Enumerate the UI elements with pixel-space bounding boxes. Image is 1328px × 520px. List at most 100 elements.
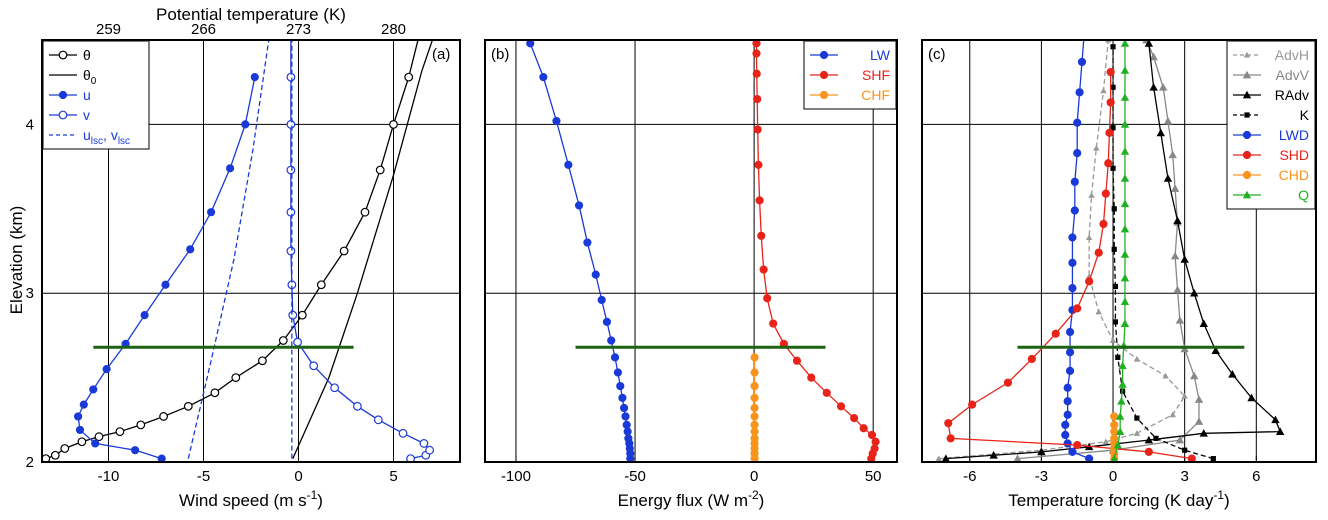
series-point-2: [750, 434, 759, 443]
legend-marker: [58, 110, 68, 120]
series-point-1: [752, 69, 761, 78]
series-point-3: [1134, 415, 1140, 421]
series-point-1: [871, 437, 880, 446]
legend-label: θ0: [83, 67, 97, 87]
series-point-0: [278, 336, 288, 345]
series-point-2: [186, 245, 195, 254]
legend-label-sub: 0: [91, 76, 97, 87]
series-point-7: [1110, 454, 1119, 462]
legend-label: CHF: [861, 87, 890, 103]
legend-label-main: u: [83, 87, 91, 103]
series-point-2: [157, 454, 166, 462]
series-point-0: [597, 295, 606, 305]
series-point-3: [330, 383, 340, 393]
y-tick-label: 2: [26, 454, 34, 471]
x-tick-label: 6: [1252, 468, 1260, 485]
series-point-3: [1110, 44, 1116, 50]
series-point-5: [1099, 219, 1108, 229]
legend-label-main2: v: [111, 127, 118, 143]
series-point-0: [42, 454, 51, 462]
series-point-0: [622, 420, 631, 429]
series-point-3: [293, 337, 302, 347]
series-point-4: [1065, 366, 1075, 375]
legend-marker: [819, 70, 829, 80]
top-axis-label: Potential temperature (K): [156, 5, 346, 24]
legend-label: K: [1300, 107, 1310, 123]
legend-marker: [1242, 190, 1252, 199]
legend-label-main: Q: [1298, 187, 1309, 203]
series-point-2: [140, 311, 149, 320]
legend-label-sub2: lsc: [118, 136, 130, 147]
panel-label: (a): [432, 46, 450, 63]
series-point-4: [1068, 284, 1077, 293]
series-point-5: [1085, 277, 1094, 286]
legend-label: ulsc, vlsc: [83, 127, 130, 147]
series-point-5: [1073, 304, 1082, 313]
series-point-7: [1115, 412, 1125, 420]
series-point-2: [1211, 346, 1220, 354]
series-point-1: [1175, 435, 1185, 444]
series-point-5: [968, 400, 977, 409]
x-tick-label: 50: [865, 468, 882, 485]
series-point-7: [1120, 66, 1130, 74]
series-point-2: [1173, 216, 1182, 224]
plot-frame: [41, 39, 461, 463]
x-tick-label: 3: [1180, 468, 1188, 485]
series-point-1: [752, 40, 761, 48]
legend-label-main: AdvH: [1275, 47, 1309, 63]
series-point-3: [1112, 283, 1119, 290]
series-point-7: [1117, 397, 1126, 405]
legend-marker: [58, 50, 68, 60]
legend-label-main: u: [83, 127, 91, 143]
series-point-3: [286, 119, 296, 129]
series-point-0: [616, 381, 625, 391]
series-point-5: [1101, 189, 1110, 198]
legend-label: AdvH: [1275, 47, 1309, 63]
x-axis-label-sup: -1: [1213, 488, 1224, 502]
series-point-0: [1102, 438, 1110, 445]
series-point-2: [1190, 289, 1199, 297]
series-point-0: [624, 434, 633, 443]
x-axis-label-close: ): [1224, 491, 1230, 510]
series-point-0: [115, 427, 125, 437]
series-point-5: [1051, 329, 1060, 338]
series-point-1: [1149, 52, 1158, 61]
series-point-0: [1133, 355, 1141, 362]
series-point-1: [867, 430, 877, 440]
series-point-0: [602, 317, 612, 326]
panel-label: (c): [928, 46, 946, 63]
top-tick-label: 280: [381, 21, 406, 38]
series-point-3: [1111, 246, 1117, 252]
legend-label-main: SHD: [1279, 147, 1309, 163]
series-point-3: [288, 310, 298, 320]
series-point-3: [419, 439, 429, 448]
legend-label-main: θ: [83, 67, 91, 83]
legend-label-main: θ: [83, 47, 91, 63]
series-point-2: [750, 381, 759, 391]
legend-label: RAdv: [1275, 87, 1309, 103]
series-point-1: [1158, 83, 1168, 91]
series-point-0: [360, 207, 370, 217]
series-point-4: [1063, 383, 1072, 392]
series-point-7: [1120, 120, 1130, 128]
series-point-2: [750, 427, 759, 436]
plot-frame: [921, 39, 1317, 463]
series-point-7: [1120, 199, 1130, 208]
legend-marker: [1242, 170, 1252, 180]
series-point-0: [136, 420, 146, 430]
series-point-1: [753, 125, 762, 134]
series-point-3: [1110, 165, 1116, 171]
x-axis-label-close: ): [317, 491, 323, 510]
series-point-2: [1144, 40, 1154, 47]
series-point-5: [1105, 128, 1114, 137]
series-point-7: [1120, 319, 1130, 327]
series-point-7: [1120, 273, 1130, 282]
x-axis-label-main: Temperature forcing (K day: [1008, 491, 1214, 510]
series-point-4: [1065, 327, 1075, 337]
series-point-3: [406, 454, 415, 462]
legend: LW SHF CHF: [803, 40, 897, 110]
series-point-3: [286, 165, 296, 175]
series-point-2: [89, 385, 98, 394]
